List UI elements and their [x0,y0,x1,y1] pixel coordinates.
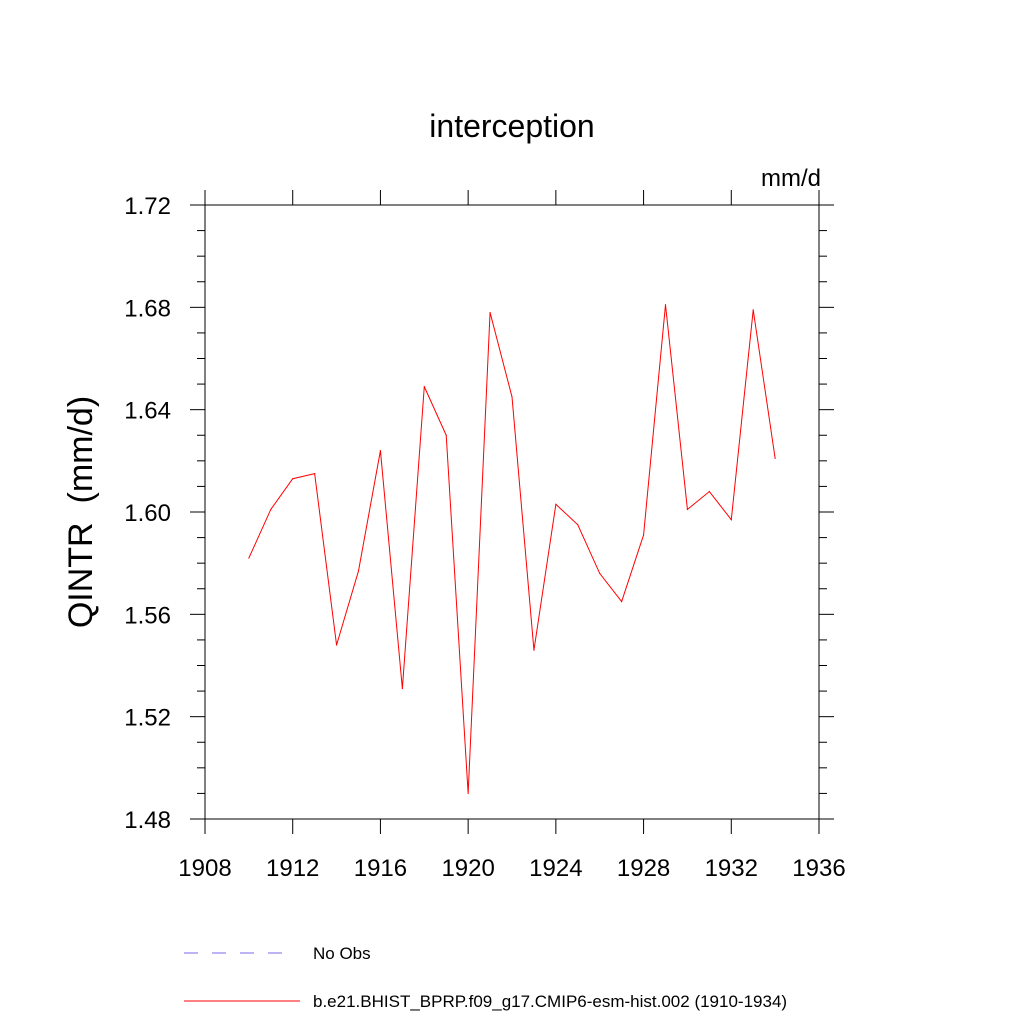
data-point [511,396,513,398]
y-tick-label: 1.56 [124,602,171,629]
data-point [467,792,469,795]
series-line-0 [248,304,776,794]
data-point [314,473,316,475]
data-point [664,304,667,306]
legend-label-no-obs: No Obs [313,944,371,963]
data-point [774,457,776,459]
legend: No Obs b.e21.BHIST_BPRP.f09_g17.CMIP6-es… [184,944,787,1011]
x-tick-label: 1924 [529,855,582,882]
data-point [357,570,360,572]
x-tick-label: 1916 [354,855,407,882]
tick-labels: 1908 1912 1916 1920 1924 1928 1932 1936 1.48 1.52… [124,193,845,882]
data-point [555,503,557,505]
x-tick-label: 1928 [617,855,670,882]
data-point [379,450,382,452]
units-label: mm/d [761,165,821,192]
y-axis-label: QINTR (mm/d) [62,396,100,628]
y-tick-label: 1.68 [124,295,171,322]
data-point [686,508,689,511]
data-point [577,524,579,526]
data-point [489,311,491,314]
data-point [599,572,601,575]
data-point [708,490,710,493]
plot-lines [248,304,776,795]
data-point [248,557,250,559]
y-tick-label: 1.72 [124,193,171,220]
x-tick-label: 1908 [178,855,231,882]
data-point [730,519,732,521]
data-point [621,600,623,603]
legend-label-model: b.e21.BHIST_BPRP.f09_g17.CMIP6-esm-hist.… [313,992,787,1011]
data-point [292,478,294,480]
x-tick-label: 1936 [792,855,845,882]
data-point [401,687,403,690]
data-point [533,649,535,651]
x-tick-label: 1920 [441,855,494,882]
chart-title: interception [429,108,594,144]
ticks [190,190,834,834]
y-tick-label: 1.60 [124,500,171,527]
x-tick-label: 1912 [266,855,319,882]
x-tick-label: 1932 [705,855,758,882]
y-tick-label: 1.48 [124,807,171,834]
data-point [335,644,338,646]
data-point [752,309,754,311]
data-point [423,386,425,388]
data-point [270,508,272,511]
y-tick-label: 1.52 [124,705,171,732]
plot-frame [204,204,820,820]
data-point [642,534,645,536]
data-point [445,434,447,436]
y-tick-label: 1.64 [124,398,171,425]
